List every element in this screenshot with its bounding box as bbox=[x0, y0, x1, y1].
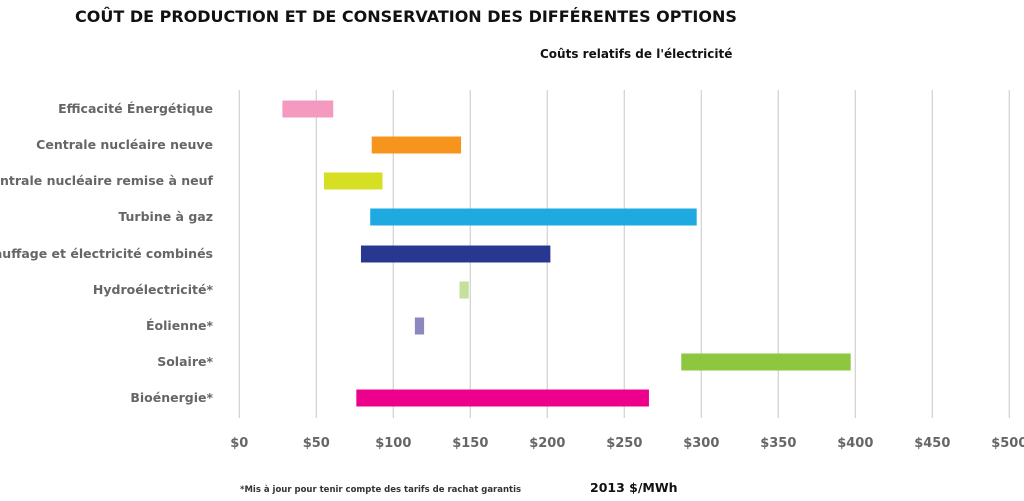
x-tick-label: $350 bbox=[760, 436, 796, 451]
category-label: Solaire* bbox=[157, 354, 213, 369]
range-bar bbox=[360, 245, 551, 263]
x-tick-label: $100 bbox=[375, 436, 411, 451]
x-tick-label: $250 bbox=[606, 436, 642, 451]
footnote: *Mis à jour pour tenir compte des tarifs… bbox=[240, 485, 521, 495]
range-bar bbox=[371, 136, 462, 154]
x-tick-label: $450 bbox=[914, 436, 950, 451]
range-bar bbox=[681, 353, 851, 371]
category-label: Chauffage et électricité combinés bbox=[0, 246, 213, 261]
category-label: Centrale nucléaire neuve bbox=[36, 137, 213, 152]
range-bar bbox=[370, 208, 697, 226]
x-tick-label: $500 bbox=[991, 436, 1024, 451]
chart-subtitle: Coûts relatifs de l'électricité bbox=[540, 47, 732, 61]
range-bar bbox=[324, 172, 383, 190]
category-label: Turbine à gaz bbox=[118, 209, 213, 224]
x-tick-label: $150 bbox=[452, 436, 488, 451]
category-label: Bioénergie* bbox=[130, 390, 213, 405]
x-tick-label: $200 bbox=[529, 436, 565, 451]
chart-title: COÛT DE PRODUCTION ET DE CONSERVATION DE… bbox=[75, 7, 737, 26]
range-bar bbox=[282, 100, 334, 118]
range-bar bbox=[459, 281, 469, 299]
x-axis-label: 2013 $/MWh bbox=[590, 480, 678, 495]
x-tick-label: $50 bbox=[303, 436, 330, 451]
category-label: Efficacité Énergétique bbox=[58, 101, 213, 116]
x-tick-label: $300 bbox=[683, 436, 719, 451]
category-label: Centrale nucléaire remise à neuf bbox=[0, 173, 214, 188]
category-label: Éolienne* bbox=[146, 318, 213, 333]
range-bar bbox=[356, 389, 649, 407]
category-label: Hydroélectricité* bbox=[93, 282, 214, 297]
x-tick-label: $400 bbox=[837, 436, 873, 451]
x-tick-label: $0 bbox=[230, 436, 248, 451]
range-bar bbox=[414, 317, 425, 335]
